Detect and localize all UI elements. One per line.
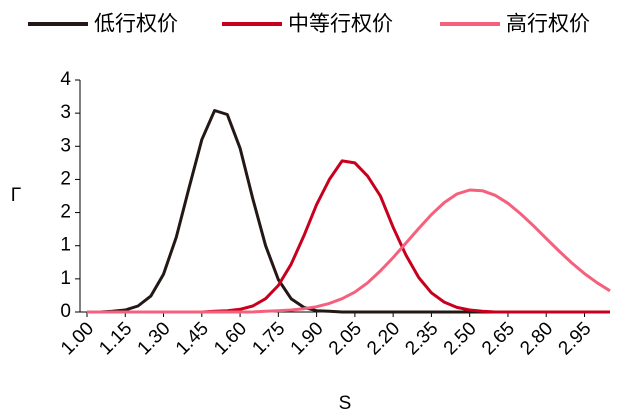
- series-line: [87, 188, 611, 314]
- legend-text: 中等行权价: [288, 13, 393, 36]
- y-tick-label: 1: [60, 235, 71, 256]
- x-tick-label: 2.65: [478, 318, 519, 359]
- x-tick-label: 1.75: [248, 318, 289, 359]
- x-tick-label: 2.95: [555, 318, 596, 359]
- x-tick-label: 1.30: [134, 318, 175, 359]
- series-line: [87, 159, 610, 314]
- x-tick-label: 1.00: [57, 318, 98, 359]
- y-axis-title: Γ: [11, 185, 21, 206]
- x-tick-label: 2.80: [516, 318, 557, 359]
- y-tick-label: 0: [60, 301, 71, 322]
- y-tick-label: 2: [60, 168, 71, 189]
- x-tick-label: 1.45: [172, 318, 213, 359]
- series-line: [87, 109, 610, 314]
- x-axis-title: S: [339, 393, 352, 414]
- y-tick-label: 3: [60, 102, 71, 123]
- x-tick-label: 2.20: [363, 318, 404, 359]
- x-tick-label: 2.50: [440, 318, 481, 359]
- y-tick-label: 2: [60, 202, 71, 223]
- x-tick-label: 2.35: [401, 318, 442, 359]
- y-tick-label: 3: [60, 135, 71, 156]
- x-tick-label: 1.60: [210, 318, 251, 359]
- y-tick-label: 4: [60, 69, 71, 90]
- x-tick-label: 1.15: [95, 318, 136, 359]
- x-tick-label: 1.90: [287, 318, 328, 359]
- y-tick-label: 1: [60, 268, 71, 289]
- x-tick-label: 2.05: [325, 318, 366, 359]
- legend-text: 低行权价: [94, 13, 178, 36]
- legend-text: 高行权价: [506, 13, 590, 36]
